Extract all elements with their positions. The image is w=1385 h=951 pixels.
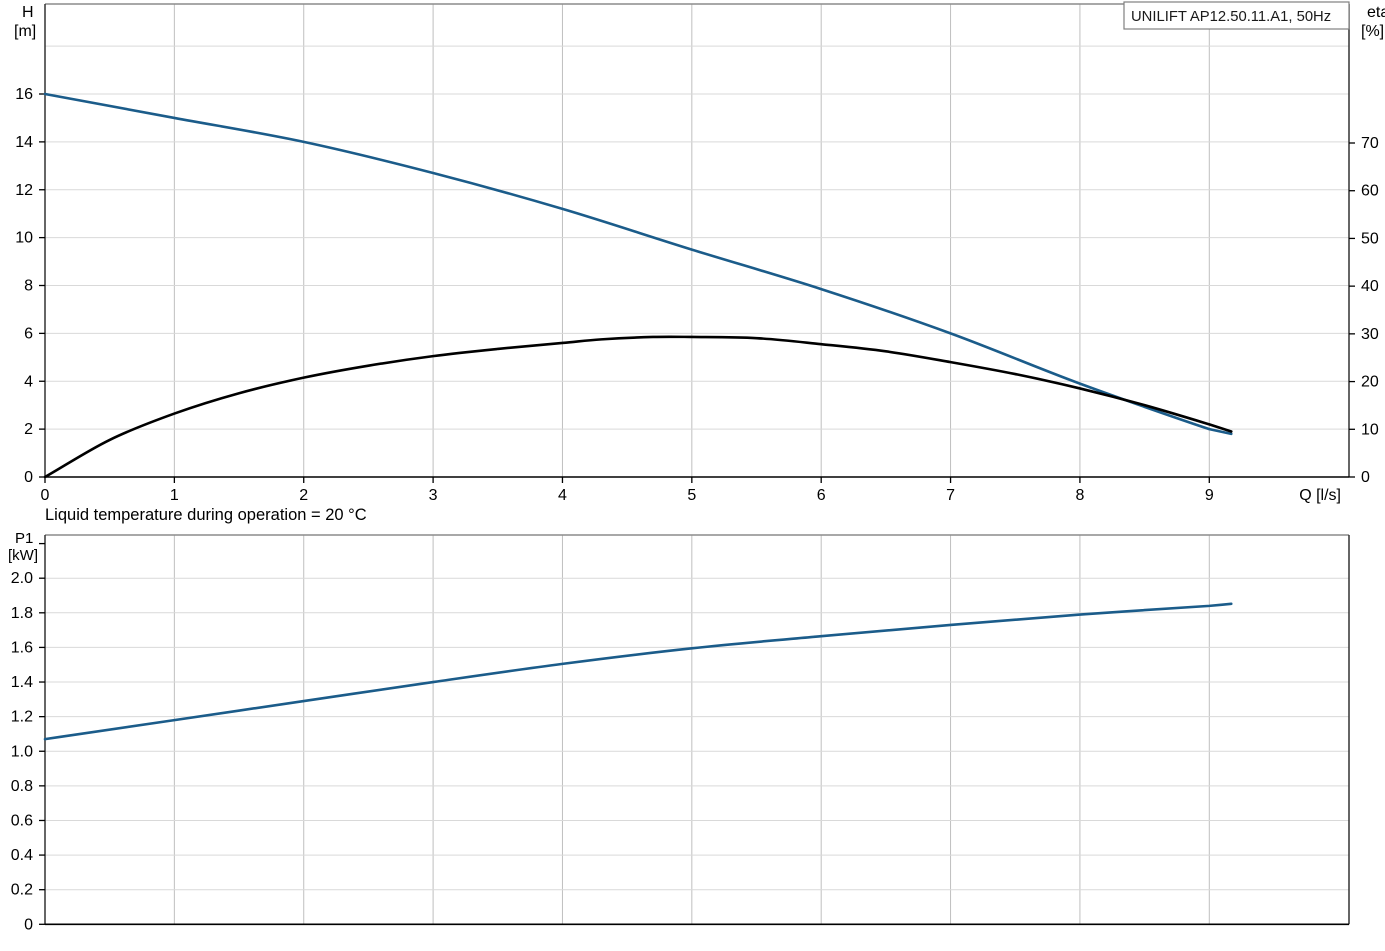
svg-text:0: 0 (41, 487, 50, 504)
svg-text:0.8: 0.8 (11, 778, 33, 795)
svg-text:2.0: 2.0 (11, 570, 33, 587)
svg-text:50: 50 (1361, 230, 1379, 247)
svg-text:Q [l/s]: Q [l/s] (1299, 487, 1341, 504)
svg-text:UNILIFT AP12.50.11.A1, 50Hz: UNILIFT AP12.50.11.A1, 50Hz (1131, 9, 1331, 25)
svg-text:10: 10 (15, 230, 33, 247)
svg-text:eta: eta (1367, 4, 1385, 21)
svg-text:1: 1 (170, 487, 179, 504)
svg-text:60: 60 (1361, 183, 1379, 200)
svg-text:0.2: 0.2 (11, 882, 33, 899)
svg-text:P1: P1 (15, 530, 33, 547)
svg-text:4: 4 (558, 487, 567, 504)
svg-text:0.6: 0.6 (11, 812, 33, 829)
svg-text:[%]: [%] (1361, 23, 1384, 40)
svg-text:70: 70 (1361, 135, 1379, 152)
svg-text:6: 6 (817, 487, 826, 504)
svg-text:0: 0 (24, 916, 33, 933)
svg-text:1.6: 1.6 (11, 639, 33, 656)
svg-text:7: 7 (946, 487, 955, 504)
svg-text:1.8: 1.8 (11, 605, 33, 622)
svg-text:[m]: [m] (14, 23, 36, 40)
svg-text:Liquid temperature during oper: Liquid temperature during operation = 20… (45, 506, 367, 524)
svg-text:4: 4 (24, 373, 33, 390)
svg-text:9: 9 (1205, 487, 1214, 504)
svg-text:16: 16 (15, 86, 33, 103)
svg-text:3: 3 (429, 487, 438, 504)
svg-text:1.4: 1.4 (11, 674, 33, 691)
svg-text:5: 5 (687, 487, 696, 504)
svg-text:0: 0 (1361, 469, 1370, 486)
svg-text:8: 8 (24, 278, 33, 295)
svg-text:6: 6 (24, 325, 33, 342)
svg-text:40: 40 (1361, 278, 1379, 295)
svg-text:2: 2 (299, 487, 308, 504)
svg-text:10: 10 (1361, 421, 1379, 438)
svg-text:20: 20 (1361, 374, 1379, 391)
svg-text:1.0: 1.0 (11, 743, 33, 760)
svg-text:H: H (22, 4, 34, 21)
svg-text:12: 12 (15, 182, 33, 199)
svg-text:1.2: 1.2 (11, 709, 33, 726)
svg-text:0: 0 (24, 469, 33, 486)
svg-text:8: 8 (1075, 487, 1084, 504)
svg-text:14: 14 (15, 134, 33, 151)
svg-text:2: 2 (24, 421, 33, 438)
svg-text:0.4: 0.4 (11, 847, 33, 864)
svg-text:[kW]: [kW] (8, 547, 38, 564)
svg-text:30: 30 (1361, 326, 1379, 343)
